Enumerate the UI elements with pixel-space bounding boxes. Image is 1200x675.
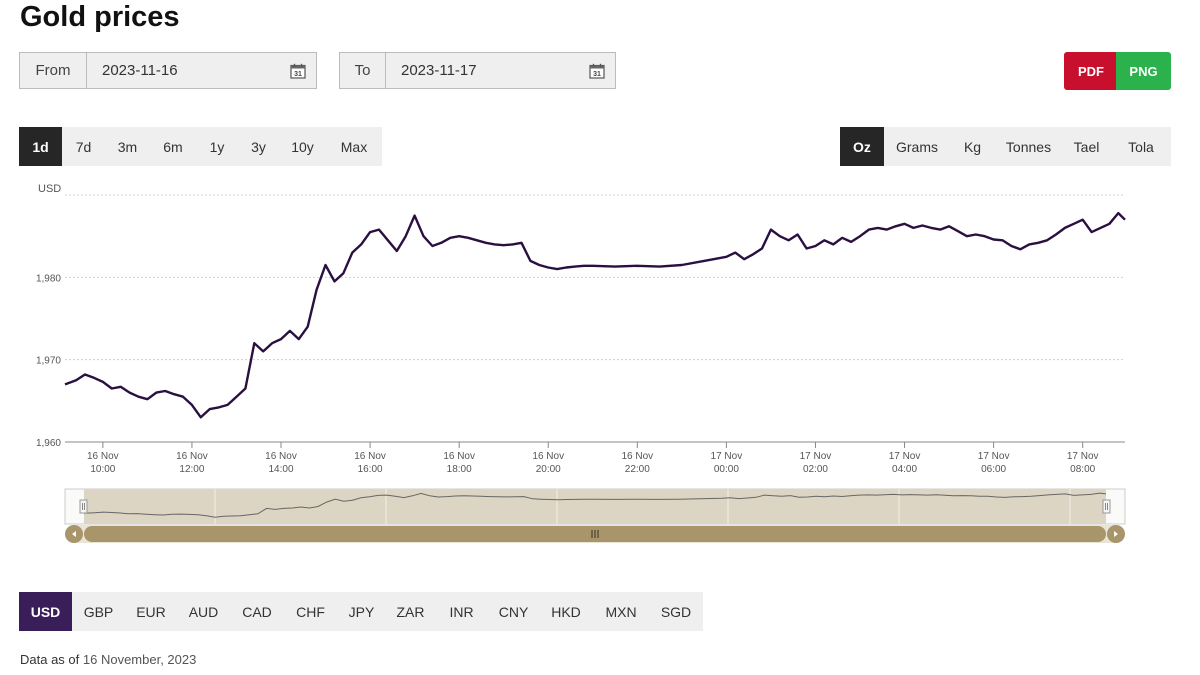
x-tick-label-date: 16 Nov bbox=[354, 451, 386, 462]
x-tick-label-time: 02:00 bbox=[803, 464, 828, 475]
currency-button-cny[interactable]: CNY bbox=[498, 603, 529, 620]
x-tick-label-time: 16:00 bbox=[358, 464, 383, 475]
x-tick-label-time: 20:00 bbox=[536, 464, 561, 475]
unit-button-tael[interactable]: Tael bbox=[1073, 138, 1100, 155]
x-tick-label-date: 17 Nov bbox=[1067, 451, 1099, 462]
period-button-3m[interactable]: 3m bbox=[117, 138, 138, 155]
scroll-left-arrow-icon[interactable] bbox=[65, 525, 83, 543]
x-tick-label-date: 16 Nov bbox=[87, 451, 119, 462]
currency-button-inr[interactable]: INR bbox=[449, 603, 474, 620]
currency-button-mxn[interactable]: MXN bbox=[605, 603, 637, 620]
period-button-1d[interactable]: 1d bbox=[19, 127, 62, 166]
data-as-of-label: Data as of bbox=[20, 652, 80, 667]
x-tick-label-time: 00:00 bbox=[714, 464, 739, 475]
to-label: To bbox=[340, 53, 386, 88]
calendar-icon[interactable]: 31 bbox=[589, 63, 605, 79]
scrollbar[interactable] bbox=[65, 525, 1125, 543]
currency-button-aud[interactable]: AUD bbox=[188, 603, 219, 620]
y-tick-label: 1,960 bbox=[36, 438, 61, 449]
page-title: Gold prices bbox=[20, 1, 180, 33]
x-tick-label-time: 06:00 bbox=[981, 464, 1006, 475]
currency-button-zar[interactable]: ZAR bbox=[396, 603, 425, 620]
period-button-7d[interactable]: 7d bbox=[75, 138, 92, 155]
period-button-3y[interactable]: 3y bbox=[251, 138, 266, 155]
navigator-right-handle[interactable] bbox=[1102, 499, 1111, 514]
x-tick-label-time: 14:00 bbox=[268, 464, 293, 475]
x-tick-label-date: 16 Nov bbox=[532, 451, 564, 462]
period-button-1y[interactable]: 1y bbox=[209, 138, 225, 155]
svg-text:31: 31 bbox=[294, 71, 302, 78]
x-tick-label-date: 17 Nov bbox=[889, 451, 921, 462]
currency-button-cad[interactable]: CAD bbox=[242, 603, 272, 620]
navigator[interactable] bbox=[64, 488, 1126, 525]
y-tick-label: 1,980 bbox=[36, 273, 61, 284]
period-button-max[interactable]: Max bbox=[340, 138, 368, 155]
x-tick-label-date: 16 Nov bbox=[176, 451, 208, 462]
x-tick-label-time: 18:00 bbox=[447, 464, 472, 475]
png-export-button[interactable]: PNG bbox=[1116, 52, 1171, 90]
pdf-export-button[interactable]: PDF bbox=[1064, 52, 1118, 90]
period-button-10y[interactable]: 10y bbox=[291, 138, 314, 155]
currency-button-eur[interactable]: EUR bbox=[136, 603, 166, 620]
currency-selector: USD GBP EUR AUD CAD CHF JPY ZAR INR CNY HKD MXN SGD bbox=[19, 592, 703, 631]
scroll-right-arrow-icon[interactable] bbox=[1107, 525, 1125, 543]
period-button-6m[interactable]: 6m bbox=[163, 138, 183, 155]
y-tick-label: 1,970 bbox=[36, 356, 61, 367]
unit-button-grams[interactable]: Grams bbox=[896, 138, 938, 155]
unit-button-tola[interactable]: Tola bbox=[1128, 138, 1154, 155]
currency-button-jpy[interactable]: JPY bbox=[348, 603, 375, 620]
x-tick-label-date: 16 Nov bbox=[621, 451, 653, 462]
currency-button-chf[interactable]: CHF bbox=[296, 603, 325, 620]
unit-button-kg[interactable]: Kg bbox=[963, 138, 982, 155]
x-tick-label-date: 16 Nov bbox=[443, 451, 475, 462]
unit-selector: Oz Grams Kg Tonnes Tael Tola bbox=[840, 127, 1171, 166]
x-tick-label-time: 04:00 bbox=[892, 464, 917, 475]
price-line bbox=[64, 211, 1126, 419]
data-as-of: Data as of 16 November, 2023 bbox=[20, 652, 196, 667]
from-date-input[interactable]: 2023-11-16 bbox=[102, 62, 178, 79]
grip-icon bbox=[591, 530, 599, 538]
to-date-field[interactable]: To 2023-11-17 31 bbox=[339, 52, 616, 89]
to-date-input[interactable]: 2023-11-17 bbox=[401, 62, 477, 79]
x-tick-label-date: 17 Nov bbox=[711, 451, 743, 462]
from-label: From bbox=[20, 53, 87, 88]
x-tick-label-time: 08:00 bbox=[1070, 464, 1095, 475]
navigator-series bbox=[83, 492, 1107, 518]
navigator-left-handle[interactable] bbox=[79, 499, 88, 514]
x-tick-label-time: 22:00 bbox=[625, 464, 650, 475]
currency-button-gbp[interactable]: GBP bbox=[83, 603, 114, 620]
svg-text:31: 31 bbox=[593, 71, 601, 78]
unit-button-tonnes[interactable]: Tonnes bbox=[1005, 138, 1052, 155]
currency-button-usd[interactable]: USD bbox=[19, 592, 72, 631]
x-tick-label-date: 16 Nov bbox=[265, 451, 297, 462]
data-as-of-date: 16 November, 2023 bbox=[82, 652, 197, 667]
x-tick-label-time: 12:00 bbox=[179, 464, 204, 475]
currency-button-sgd[interactable]: SGD bbox=[660, 603, 692, 620]
currency-button-hkd[interactable]: HKD bbox=[551, 603, 581, 620]
x-tick-label-time: 10:00 bbox=[90, 464, 115, 475]
y-axis-label: USD bbox=[38, 183, 61, 195]
x-tick-label-date: 17 Nov bbox=[800, 451, 832, 462]
gold-price-chart: USD 1,960 1,970 1,980 16 Nov 10:00 16 Nov 12:0… bbox=[36, 183, 1126, 543]
calendar-icon[interactable]: 31 bbox=[290, 63, 306, 79]
x-tick-label-date: 17 Nov bbox=[978, 451, 1010, 462]
unit-button-oz[interactable]: Oz bbox=[840, 127, 884, 166]
period-selector: 1d 7d 3m 6m 1y 3y 10y Max bbox=[19, 127, 382, 166]
navigator-selection[interactable] bbox=[84, 489, 1106, 524]
from-date-field[interactable]: From 2023-11-16 31 bbox=[19, 52, 317, 89]
